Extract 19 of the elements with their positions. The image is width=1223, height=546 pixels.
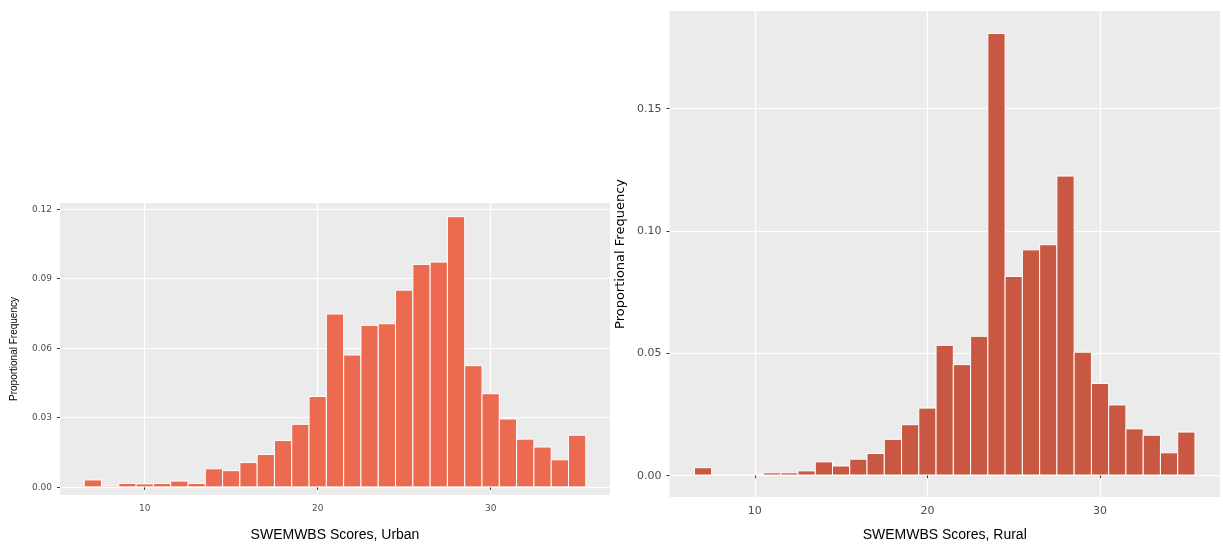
y-tick-label: 0.09 — [31, 273, 53, 284]
x-axis-title: SWEMWBS Scores, Rural — [862, 526, 1027, 542]
y-axis-title: Proportional Frequency — [7, 297, 19, 401]
y-tick-label: 0.00 — [636, 468, 662, 482]
x-axis-title: SWEMWBS Scores, Urban — [250, 526, 420, 542]
x-tick-label: 20 — [920, 504, 935, 517]
x-tick-label: 30 — [1093, 504, 1108, 517]
y-tick-label: 0.12 — [31, 203, 52, 214]
y-tick-label: 0.00 — [31, 481, 53, 492]
y-tick-label: 0.03 — [31, 412, 52, 423]
y-tick-label: 0.06 — [31, 342, 53, 353]
x-tick-label: 20 — [311, 502, 324, 513]
y-tick-label: 0.10 — [636, 224, 662, 238]
x-tick-label: 30 — [484, 502, 497, 513]
y-tick-label: 0.05 — [636, 346, 662, 360]
y-tick-label: 0.15 — [636, 102, 662, 116]
y-axis-title: Proportional Frequency — [612, 178, 627, 329]
x-tick-label: 10 — [747, 504, 762, 517]
x-tick-label: 10 — [139, 502, 151, 513]
